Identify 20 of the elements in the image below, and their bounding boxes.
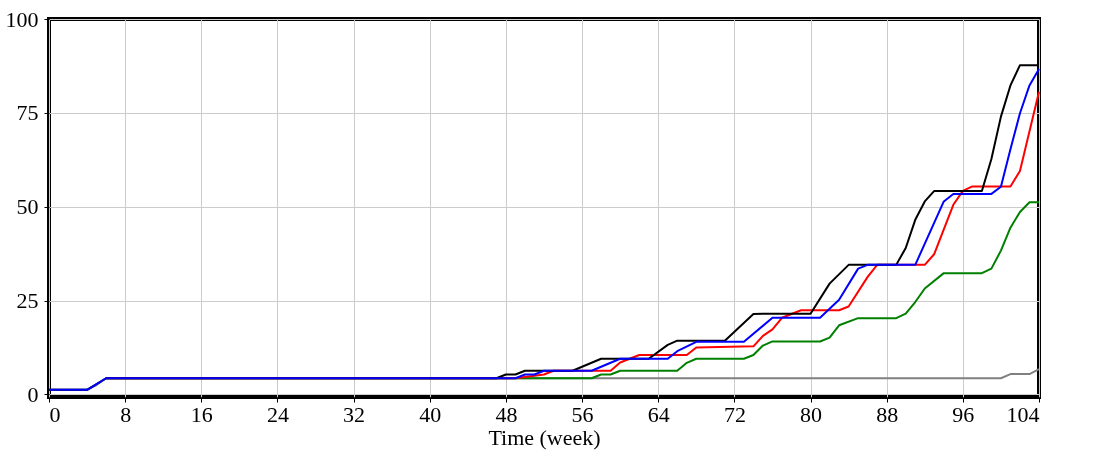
y-tick-label: 75 [16,100,39,126]
x-tick-label: 88 [876,401,899,427]
x-axis-title: Time (week) [488,424,601,450]
y-tick-label: 25 [16,288,39,314]
x-tick-label: 48 [495,401,518,427]
x-tick-label: 0 [49,401,61,427]
x-tick-label: 8 [120,401,132,427]
y-tick-label: 100 [5,6,39,32]
x-tick-label: 104 [1006,401,1040,427]
x-tick-label: 16 [190,401,213,427]
x-tick-label: 56 [571,401,594,427]
y-tick-label: 50 [16,194,39,220]
x-tick-label: 72 [723,401,746,427]
x-tick-label: 80 [800,401,823,427]
x-tick-label: 64 [647,401,670,427]
x-tick-label: 40 [419,401,442,427]
x-tick-label: 32 [343,401,366,427]
x-tick-label: 96 [952,401,975,427]
x-tick-label: 24 [266,401,289,427]
y-tick-label: 0 [27,381,39,407]
